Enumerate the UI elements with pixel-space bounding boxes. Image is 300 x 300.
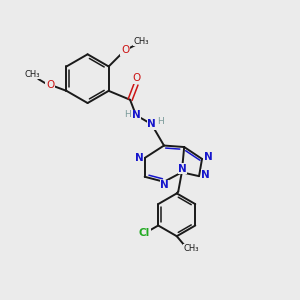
Text: N: N xyxy=(178,164,187,174)
Text: O: O xyxy=(132,74,140,83)
Text: Cl: Cl xyxy=(139,228,150,238)
Text: N: N xyxy=(160,180,169,190)
Text: H: H xyxy=(157,117,164,126)
Text: N: N xyxy=(201,170,210,180)
Text: N: N xyxy=(204,152,212,162)
Text: H: H xyxy=(124,110,131,119)
Text: N: N xyxy=(135,153,144,163)
Text: O: O xyxy=(121,45,129,55)
Text: O: O xyxy=(46,80,54,90)
Text: CH₃: CH₃ xyxy=(184,244,200,253)
Text: N: N xyxy=(147,119,156,129)
Text: CH₃: CH₃ xyxy=(25,70,40,79)
Text: CH₃: CH₃ xyxy=(134,37,149,46)
Text: N: N xyxy=(132,110,141,120)
